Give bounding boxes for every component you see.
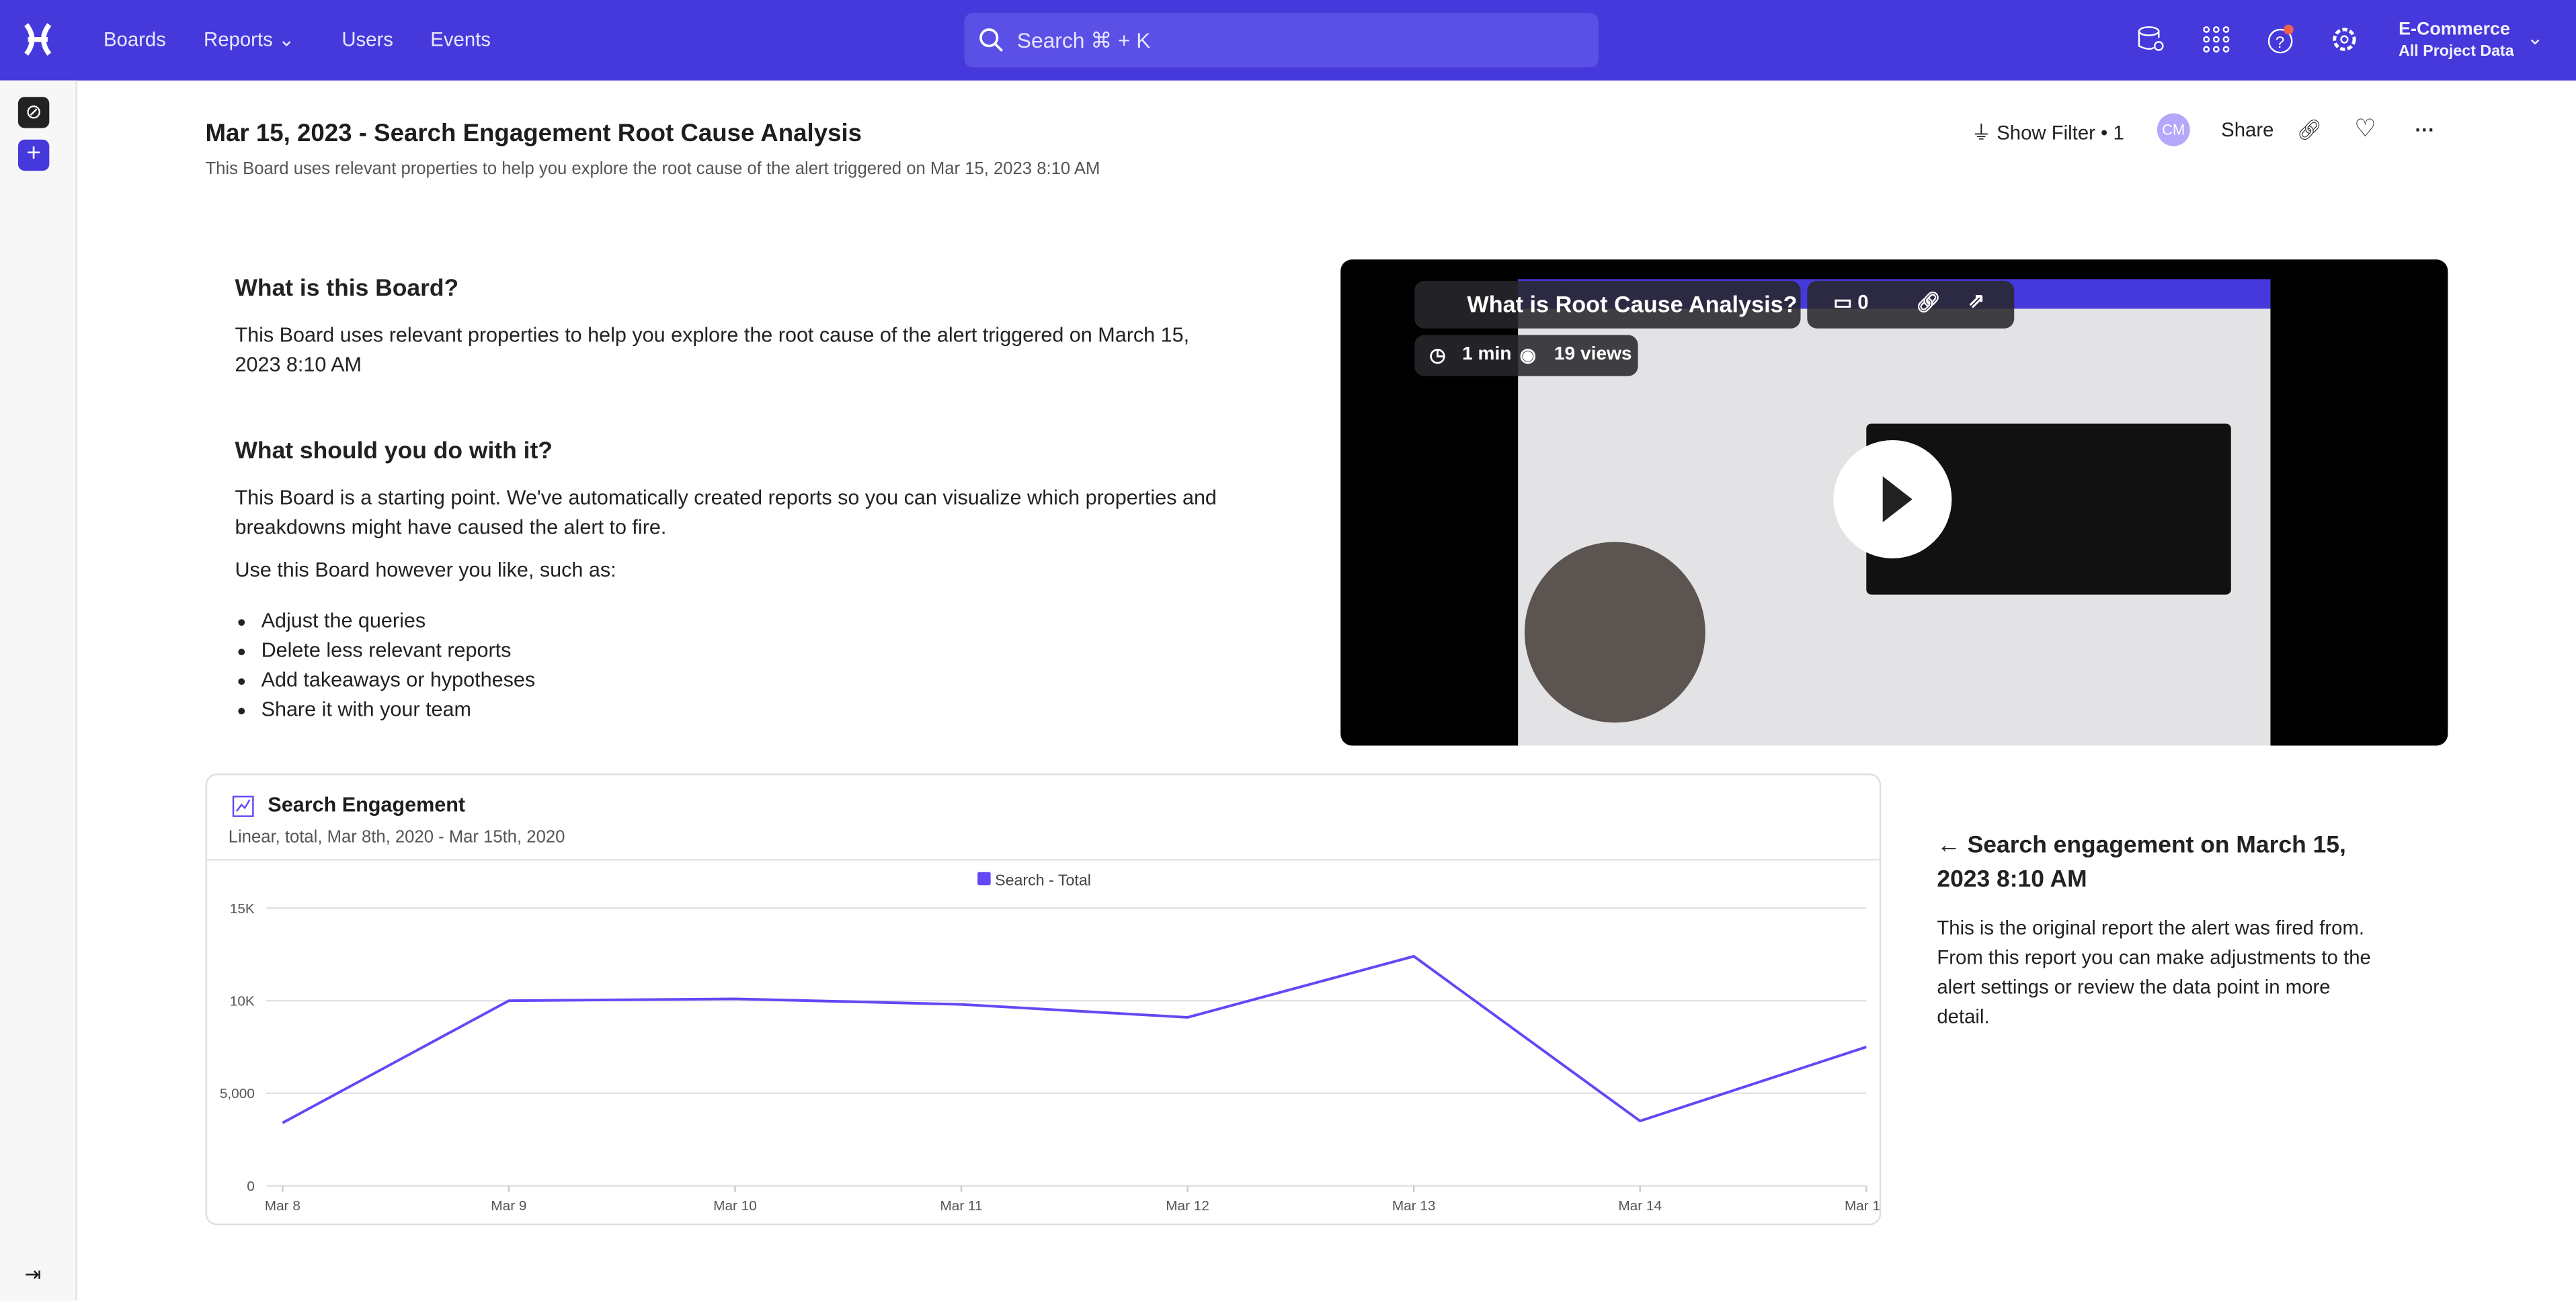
x-tick-label: Mar 11: [940, 1198, 982, 1214]
y-tick-label: 5,000: [220, 1086, 255, 1101]
section-heading: What is this Board?: [235, 276, 459, 302]
settings-gear-icon[interactable]: [2329, 25, 2359, 54]
heart-icon[interactable]: ♡: [2354, 115, 2376, 143]
external-link-icon[interactable]: ⇗: [1968, 289, 1985, 312]
link-icon[interactable]: 🔗︎: [1915, 290, 1941, 314]
show-filter-button[interactable]: ⏚ Show Filter • 1: [1972, 118, 2124, 146]
list-item: Share it with your team: [261, 695, 536, 724]
mixpanel-logo[interactable]: [19, 22, 56, 58]
chevron-down-icon[interactable]: ⌄: [2526, 26, 2544, 50]
search-input[interactable]: Search ⌘ + K: [964, 13, 1599, 68]
play-icon: [1882, 476, 1913, 523]
section-heading: What should you do with it?: [235, 438, 553, 465]
video-title: What is Root Cause Analysis?: [1414, 280, 1801, 329]
nav-reports[interactable]: Reports ⌄: [204, 28, 294, 51]
compass-icon[interactable]: ⊘: [17, 97, 50, 128]
video-duration: 1 min: [1462, 345, 1512, 365]
side-note-body: This is the original report the alert wa…: [1937, 916, 2371, 1028]
link-icon[interactable]: 🔗︎: [2296, 118, 2322, 142]
list-item: Delete less relevant reports: [261, 636, 536, 665]
clock-icon: ◷: [1429, 346, 1446, 366]
page-subtitle: This Board uses relevant properties to h…: [205, 159, 1100, 179]
svg-text:?: ?: [2276, 34, 2285, 52]
expand-sidebar-icon[interactable]: ⇥: [24, 1263, 42, 1286]
series-line: [282, 954, 1867, 1124]
nav-boards[interactable]: Boards: [103, 28, 166, 51]
video-stats: ◷ 1 min ◉ 19 views: [1414, 335, 1638, 376]
report-title[interactable]: Search Engagement: [268, 793, 466, 816]
nav-reports-label: Reports: [204, 28, 273, 51]
paragraph: Use this Board however you like, such as…: [235, 558, 616, 582]
video-views: 19 views: [1554, 345, 1632, 365]
x-tick-label: Mar 15: [1845, 1198, 1880, 1214]
report-subtitle: Linear, total, Mar 8th, 2020 - Mar 15th,…: [228, 827, 565, 848]
paragraph: This Board is a starting point. We've au…: [235, 486, 1217, 539]
paragraph: This Board uses relevant properties to h…: [235, 323, 1190, 376]
page-title: Mar 15, 2023 - Search Engagement Root Ca…: [205, 120, 862, 148]
comment-icon[interactable]: ▭ 0: [1833, 290, 1869, 314]
chevron-down-icon: ⌄: [278, 28, 295, 51]
apps-grid-icon[interactable]: [2202, 25, 2231, 54]
more-options-icon[interactable]: ···: [2415, 118, 2435, 142]
list-item: Add takeaways or hypotheses: [261, 665, 536, 695]
x-tick-label: Mar 10: [713, 1198, 757, 1214]
line-chart: 0 5,000 10K 15K Mar 8 Mar 9 Mar 10 Mar 11 Mar 12…: [220, 901, 1880, 1214]
line-chart-icon: [232, 796, 254, 817]
y-tick-label: 15K: [230, 901, 255, 917]
y-tick-label: 10K: [230, 993, 255, 1009]
y-tick-label: 0: [247, 1179, 255, 1194]
project-scope: All Project Data: [2399, 42, 2514, 61]
legend-item[interactable]: Search - Total: [977, 872, 1091, 890]
search-placeholder: Search ⌘ + K: [1016, 28, 1151, 53]
search-icon: [979, 28, 1004, 52]
project-selector[interactable]: E-Commerce All Project Data: [2399, 18, 2514, 64]
list-item: Adjust the queries: [261, 606, 536, 636]
show-filter-label: Show Filter • 1: [1997, 121, 2124, 145]
filter-plus-icon: ⏚: [1971, 121, 1992, 145]
x-tick-label: Mar 8: [265, 1198, 300, 1214]
share-button[interactable]: Share: [2221, 118, 2274, 142]
eye-icon: ◉: [1519, 346, 1537, 366]
nav-events[interactable]: Events: [430, 28, 491, 51]
legend-swatch: [977, 872, 991, 886]
help-icon[interactable]: ?: [2265, 24, 2295, 54]
suggestion-list: Adjust the queries Delete less relevant …: [235, 606, 536, 724]
plus-icon[interactable]: +: [17, 139, 50, 171]
x-tick-label: Mar 14: [1618, 1198, 1662, 1214]
video-actions: ▭ 0 🔗︎ ⇗: [1807, 280, 2015, 329]
top-nav-bar: Boards Reports ⌄ Users Events Search ⌘ +…: [0, 0, 2576, 81]
side-note-title[interactable]: ← Search engagement on March 15, 2023 8:…: [1937, 833, 2346, 894]
left-sidebar: ⊘ + ⇥: [0, 80, 77, 1301]
report-card[interactable]: Search Engagement Linear, total, Mar 8th…: [205, 773, 1882, 1226]
data-settings-icon[interactable]: [2136, 25, 2165, 54]
x-tick-label: Mar 13: [1392, 1198, 1436, 1214]
nav-users[interactable]: Users: [341, 28, 393, 51]
x-tick-label: Mar 12: [1166, 1198, 1209, 1214]
video-player[interactable]: What is Root Cause Analysis? ▭ 0 🔗︎ ⇗ ◷ …: [1340, 259, 2448, 746]
x-tick-label: Mar 9: [491, 1198, 526, 1214]
play-button[interactable]: [1833, 439, 1952, 558]
avatar[interactable]: CM: [2157, 113, 2190, 146]
project-name: E-Commerce: [2399, 19, 2510, 40]
